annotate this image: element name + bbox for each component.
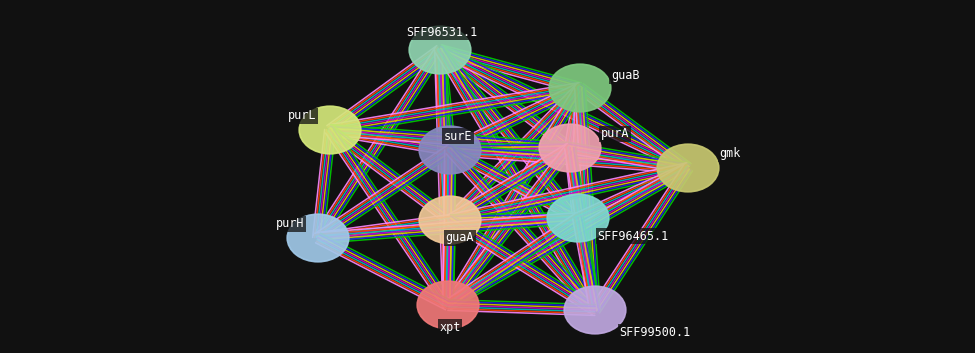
Text: purH: purH <box>276 217 304 231</box>
Ellipse shape <box>288 214 349 262</box>
Ellipse shape <box>417 281 479 329</box>
Ellipse shape <box>299 106 361 154</box>
Text: gmk: gmk <box>720 148 741 161</box>
Ellipse shape <box>410 26 471 74</box>
Text: guaA: guaA <box>446 232 474 245</box>
Ellipse shape <box>565 286 626 334</box>
Ellipse shape <box>539 124 601 172</box>
Ellipse shape <box>419 126 481 174</box>
Text: SFF99500.1: SFF99500.1 <box>619 325 690 339</box>
Text: SFF96465.1: SFF96465.1 <box>598 229 669 243</box>
Text: surE: surE <box>444 130 472 143</box>
Ellipse shape <box>657 144 719 192</box>
Text: guaB: guaB <box>610 70 640 83</box>
Text: SFF96531.1: SFF96531.1 <box>407 25 478 38</box>
Text: xpt: xpt <box>440 321 460 334</box>
Ellipse shape <box>419 196 481 244</box>
Text: purA: purA <box>601 127 629 140</box>
Ellipse shape <box>549 64 610 112</box>
Text: purL: purL <box>288 109 316 122</box>
Ellipse shape <box>547 194 608 242</box>
